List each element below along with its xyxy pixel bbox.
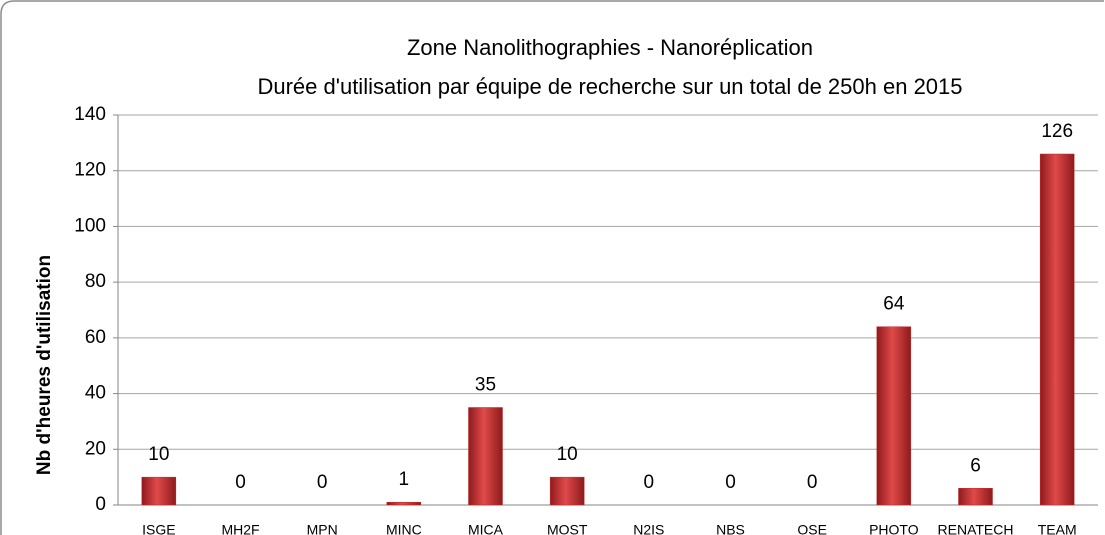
bar: [876, 326, 912, 506]
bar: [468, 407, 503, 506]
data-label: 10: [148, 444, 169, 465]
y-tick-label: 80: [85, 271, 106, 292]
x-tick-label: ISGE: [142, 522, 175, 535]
chart-title: Zone Nanolithographies - Nanoréplication: [407, 35, 813, 60]
data-label: 10: [557, 444, 578, 465]
y-tick-label: 140: [74, 104, 106, 125]
x-tick-label: OSE: [797, 522, 827, 535]
data-label: 64: [883, 294, 905, 315]
chart-subtitle: Durée d'utilisation par équipe de recher…: [257, 74, 962, 99]
data-label: 0: [317, 472, 328, 493]
data-label: 0: [725, 472, 736, 493]
x-tick-label: N2IS: [633, 522, 664, 535]
data-label: 0: [807, 472, 818, 493]
x-tick-label: RENATECH: [938, 522, 1014, 535]
data-label: 0: [235, 472, 246, 493]
bar: [141, 476, 177, 506]
x-tick-label: MH2F: [221, 522, 259, 535]
y-tick-label: 120: [74, 160, 106, 181]
y-axis-label: Nb d'heures d'utilisation: [34, 255, 55, 475]
x-tick-label: MINC: [386, 522, 422, 535]
y-tick-label: 100: [74, 215, 106, 236]
data-label: 6: [970, 455, 981, 476]
bar: [958, 488, 993, 506]
x-tick-label: NBS: [716, 522, 745, 535]
y-tick-label: 60: [85, 327, 106, 348]
data-label: 1: [399, 469, 410, 490]
y-tick-label: 40: [85, 383, 106, 404]
x-tick-label: MOST: [547, 522, 588, 535]
data-label: 0: [644, 472, 655, 493]
x-tick-label: MICA: [468, 522, 504, 535]
x-tick-label: MPN: [307, 522, 338, 535]
x-tick-label: TEAM: [1038, 522, 1077, 535]
y-tick-label: 20: [85, 438, 106, 459]
x-tick-label: PHOTO: [869, 522, 919, 535]
bar: [549, 476, 585, 506]
bar: [1039, 153, 1075, 506]
data-label: 126: [1041, 121, 1073, 142]
data-label: 35: [475, 375, 496, 396]
y-tick-label: 0: [95, 494, 106, 515]
bar: [386, 501, 422, 506]
